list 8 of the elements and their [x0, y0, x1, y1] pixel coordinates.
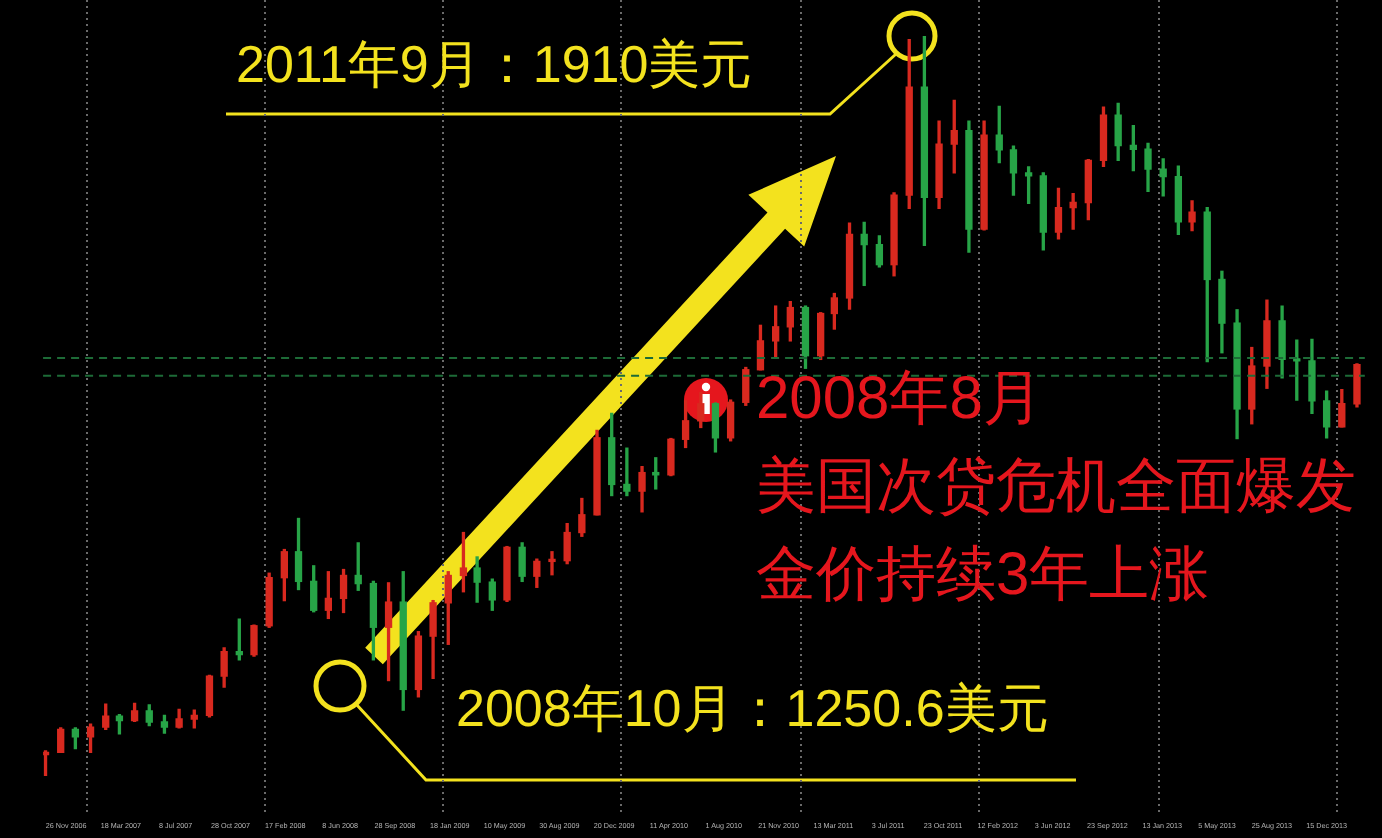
annotation: 2011年9月：1910美元 [236, 34, 753, 94]
annotation: 2008年8月 [756, 366, 1043, 432]
candlestick [1069, 192, 1077, 230]
candlestick [548, 551, 556, 576]
candlestick [623, 447, 631, 497]
annotation: 2008年10月：1250.6美元 [456, 678, 1049, 738]
annotation: 美国次贷危机全面爆发 [756, 454, 1356, 520]
annotation: 金价持续3年上涨 [756, 542, 1210, 608]
